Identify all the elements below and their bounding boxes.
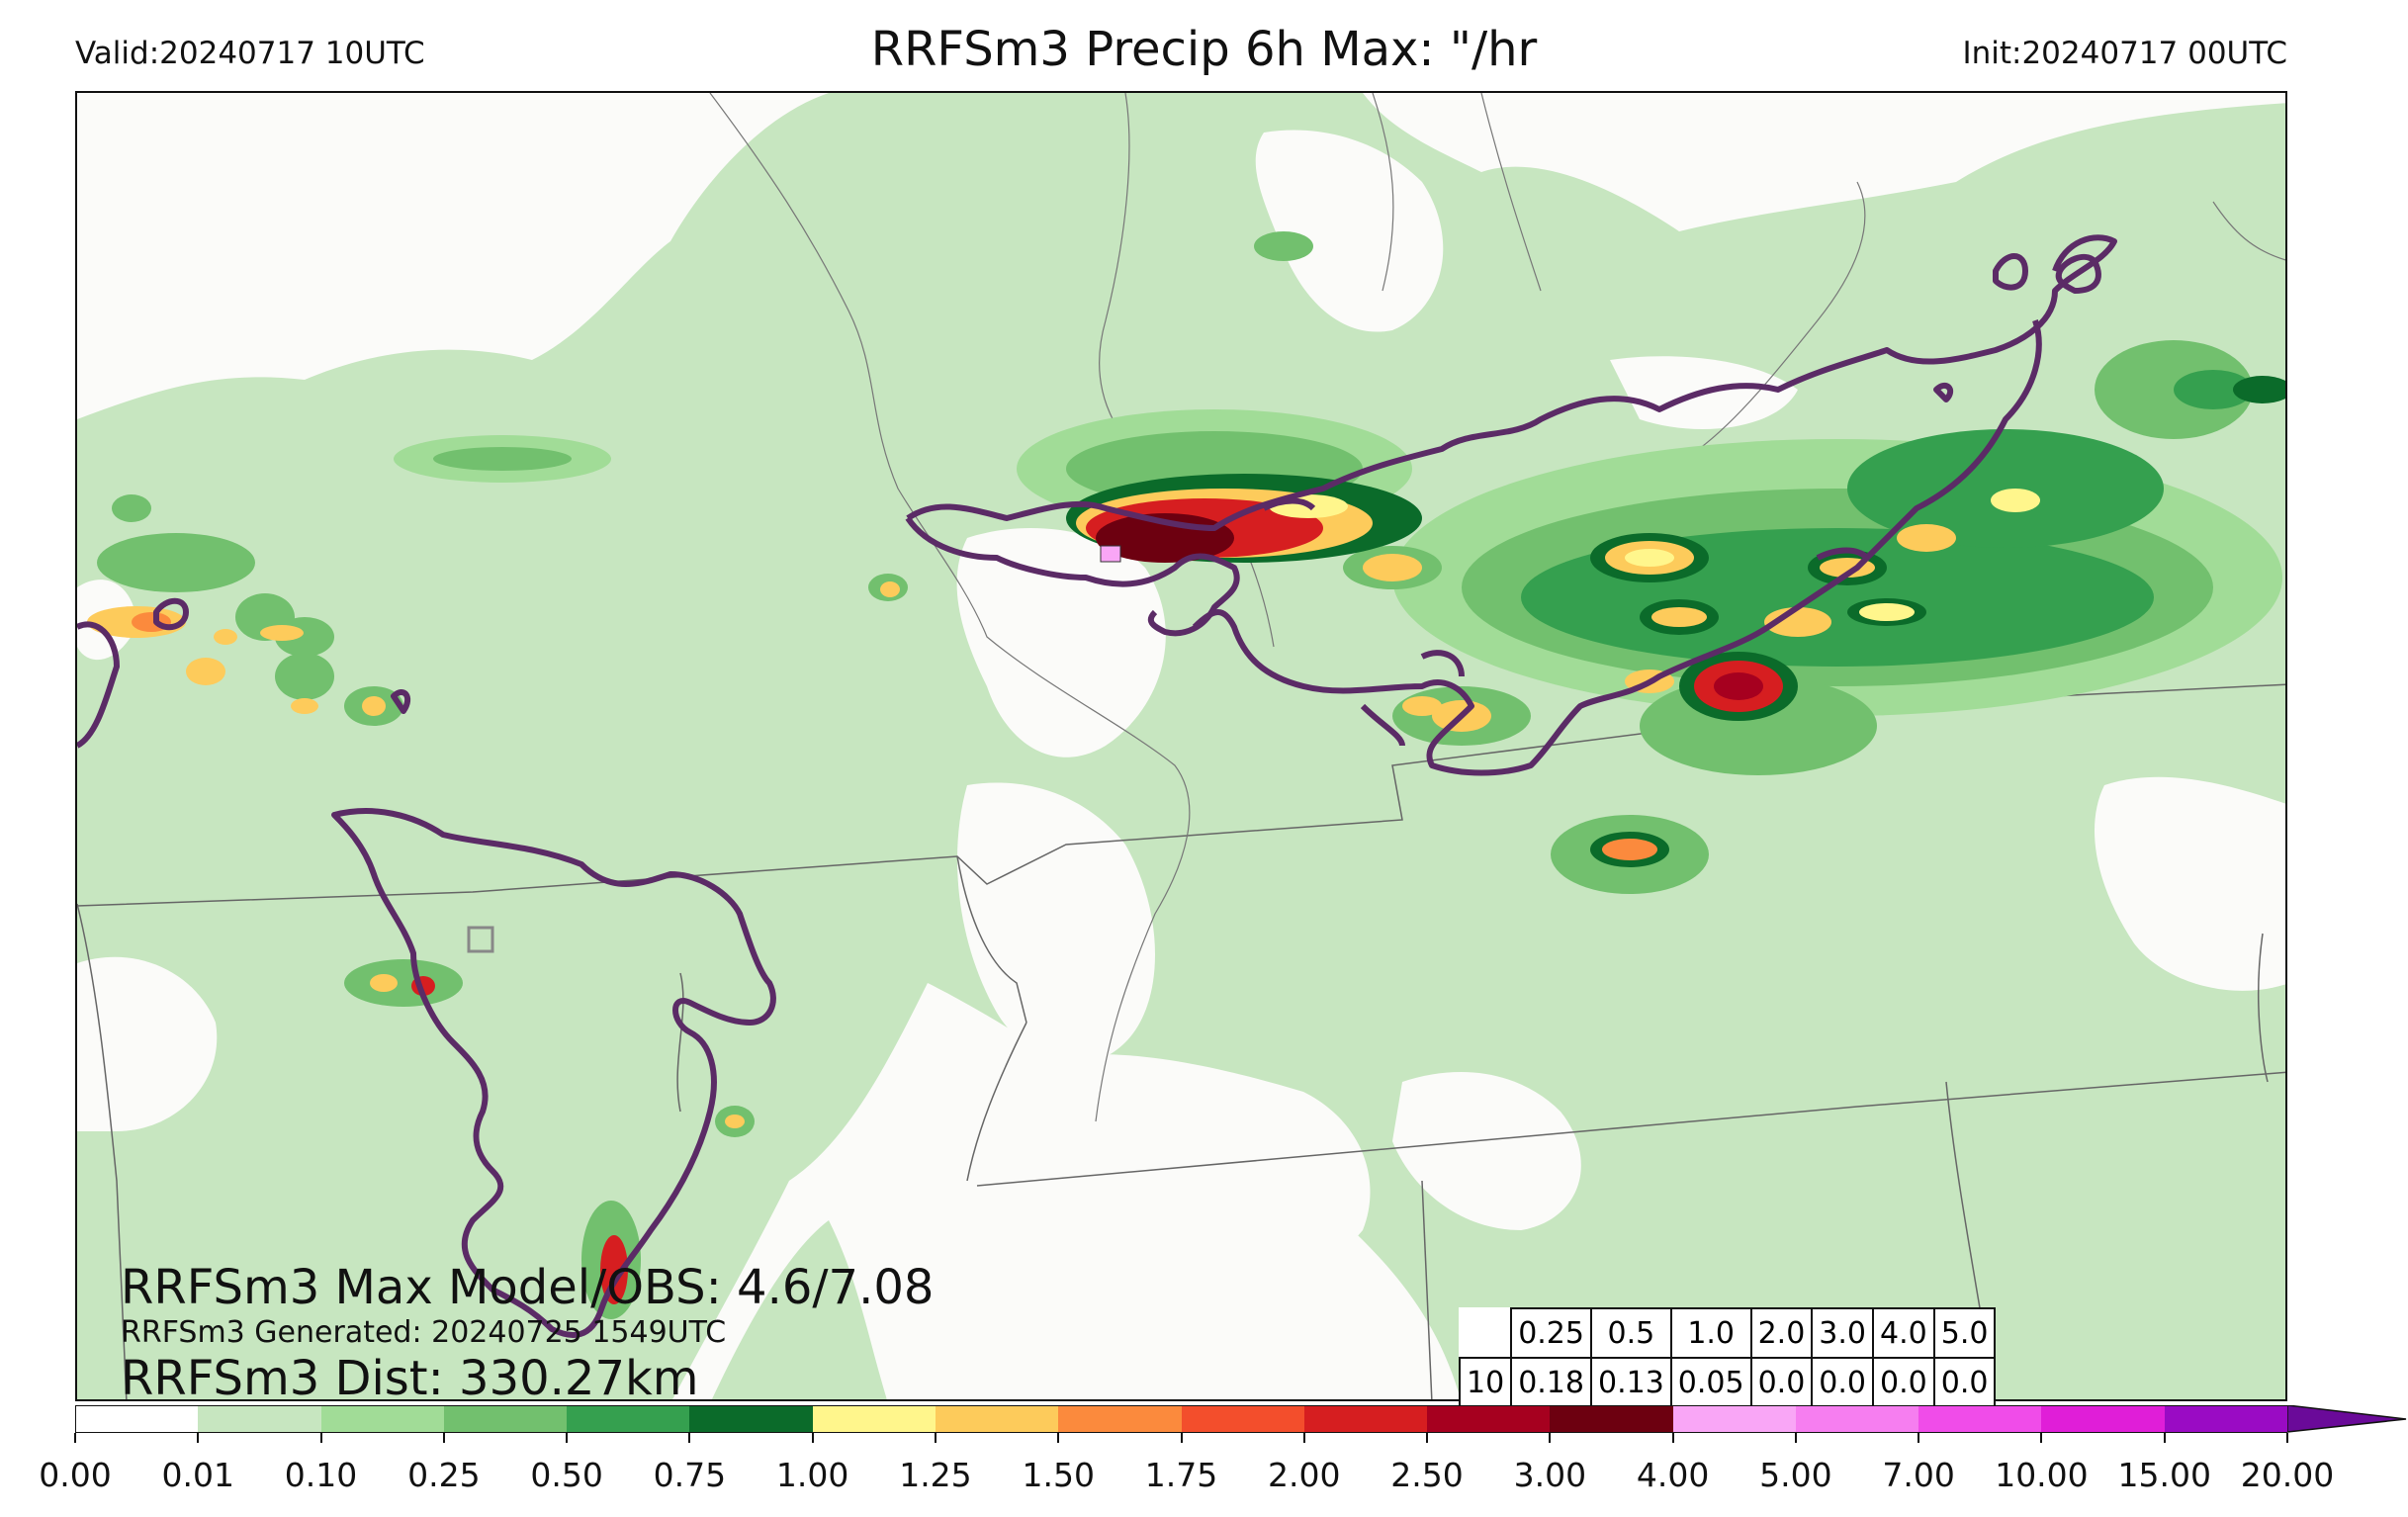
stats-value: 0.0 [1872, 1357, 1935, 1408]
stats-table: 0.25 0.5 1.0 2.0 3.0 4.0 5.0 10 0.18 0.1… [1458, 1307, 1997, 1408]
colorbar-tick-label: 0.01 [161, 1456, 235, 1494]
stats-header-row: 0.25 0.5 1.0 2.0 3.0 4.0 5.0 [1460, 1307, 1997, 1359]
stats-value: 0.13 [1589, 1357, 1672, 1408]
colorbar-tick-mark [2286, 1433, 2288, 1443]
colorbar-tick-mark [688, 1433, 691, 1443]
colorbar-tick-label: 0.75 [653, 1456, 727, 1494]
colorbar-tick-label: 0.10 [284, 1456, 358, 1494]
colorbar-segment [812, 1405, 936, 1433]
distance-label: RRFSm3 Dist: 330.27km [121, 1351, 699, 1406]
colorbar-tick-label: 20.00 [2240, 1456, 2335, 1494]
colorbar-tick-mark [1671, 1433, 1674, 1443]
precip-gaps [77, 130, 2285, 1265]
colorbar-segment [75, 1405, 200, 1433]
colorbar-tick-label: 15.00 [2117, 1456, 2211, 1494]
colorbar-tick-label: 7.00 [1882, 1456, 1955, 1494]
colorbar [75, 1405, 2288, 1433]
colorbar-segment [2164, 1405, 2288, 1433]
colorbar-segment [1672, 1405, 1797, 1433]
colorbar-segment [2041, 1405, 2166, 1433]
colorbar-tick-label: 2.50 [1390, 1456, 1464, 1494]
colorbar-tick-label: 1.75 [1144, 1456, 1218, 1494]
colorbar-tick-label: 5.00 [1759, 1456, 1832, 1494]
stats-value: 0.18 [1510, 1357, 1592, 1408]
stats-row-label: 10 [1458, 1357, 1513, 1408]
colorbar-tick-label: 0.25 [407, 1456, 481, 1494]
max-model-obs-label: RRFSm3 Max Model/OBS: 4.6/7.08 [121, 1260, 935, 1315]
colorbar-tick-mark [1549, 1433, 1552, 1443]
stats-value: 0.05 [1669, 1357, 1752, 1408]
station-marker [467, 926, 494, 953]
stats-threshold: 3.0 [1811, 1307, 1875, 1359]
colorbar-extend-arrow [2287, 1405, 2407, 1433]
colorbar-segment [935, 1405, 1059, 1433]
colorbar-tick-label: 0.50 [530, 1456, 603, 1494]
colorbar-segment [1181, 1405, 1305, 1433]
colorbar-tick-mark [319, 1433, 322, 1443]
colorbar-segment [567, 1405, 690, 1433]
obs-contour [77, 234, 2117, 1338]
colorbar-segment [320, 1405, 445, 1433]
colorbar-tick-label: 1.00 [775, 1456, 849, 1494]
colorbar-segment [1058, 1405, 1182, 1433]
colorbar-tick-label: 0.00 [39, 1456, 112, 1494]
colorbar-segment [443, 1405, 568, 1433]
colorbar-tick-mark [811, 1433, 814, 1443]
precip-map [75, 91, 2287, 1401]
stats-threshold: 0.25 [1510, 1307, 1592, 1359]
stats-threshold: 0.5 [1589, 1307, 1672, 1359]
colorbar-segment [689, 1405, 814, 1433]
init-time-label: Init:20240717 00UTC [1962, 36, 2287, 71]
colorbar-tick-label: 1.50 [1022, 1456, 1095, 1494]
colorbar-tick-mark [2040, 1433, 2043, 1443]
colorbar-tick-mark [74, 1433, 76, 1443]
stats-corner [1460, 1308, 1511, 1358]
colorbar-tick-mark [442, 1433, 445, 1443]
colorbar-tick-mark [1917, 1433, 1920, 1443]
colorbar-segment [1550, 1405, 1674, 1433]
colorbar-tick-mark [1057, 1433, 1060, 1443]
generated-label: RRFSm3 Generated: 20240725 1549UTC [121, 1315, 727, 1350]
colorbar-segment [1303, 1405, 1428, 1433]
colorbar-tick-label: 4.00 [1636, 1456, 1710, 1494]
colorbar-segment [1427, 1405, 1551, 1433]
valid-time-label: Valid:20240717 10UTC [75, 36, 425, 71]
colorbar-tick-label: 3.00 [1513, 1456, 1587, 1494]
colorbar-tick-mark [1426, 1433, 1429, 1443]
stats-threshold: 1.0 [1669, 1307, 1752, 1359]
stats-value: 0.0 [1932, 1357, 1997, 1408]
colorbar-tick-mark [566, 1433, 569, 1443]
colorbar-segment [1918, 1405, 2042, 1433]
colorbar-segment [1795, 1405, 1919, 1433]
stats-threshold: 4.0 [1872, 1307, 1935, 1359]
stats-value: 0.0 [1749, 1357, 1814, 1408]
colorbar-tick-mark [1794, 1433, 1797, 1443]
colorbar-tick-mark [934, 1433, 936, 1443]
colorbar-tick-mark [197, 1433, 200, 1443]
colorbar-tick-mark [1302, 1433, 1305, 1443]
colorbar-segment [198, 1405, 322, 1433]
colorbar-tick-mark [1180, 1433, 1183, 1443]
colorbar-tick-mark [2163, 1433, 2166, 1443]
colorbar-tick-label: 1.25 [899, 1456, 972, 1494]
stats-value: 0.0 [1811, 1357, 1875, 1408]
chart-title: RRFSm3 Precip 6h Max: "/hr [870, 22, 1538, 77]
colorbar-tick-label: 10.00 [1995, 1456, 2089, 1494]
stats-threshold: 2.0 [1749, 1307, 1814, 1359]
stats-threshold: 5.0 [1932, 1307, 1997, 1359]
map-svg [77, 93, 2285, 1399]
colorbar-tick-label: 2.00 [1268, 1456, 1341, 1494]
stats-value-row: 10 0.18 0.13 0.05 0.0 0.0 0.0 0.0 [1458, 1357, 1997, 1408]
